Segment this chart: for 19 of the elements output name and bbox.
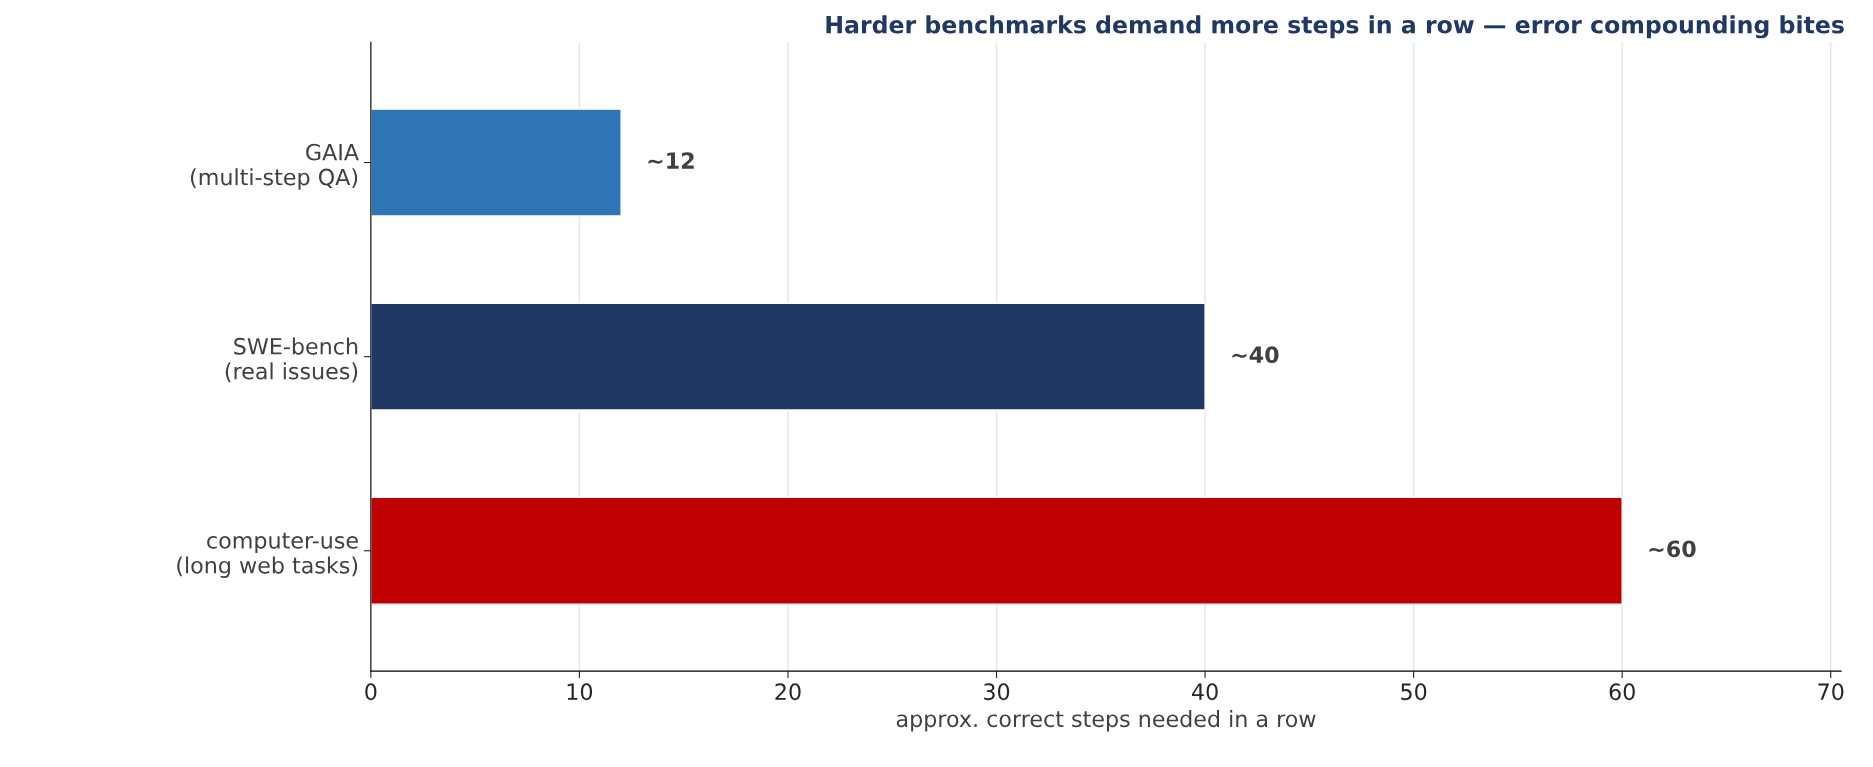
x-tick-label: 70 [1818, 683, 1844, 701]
y-tick-label: computer-use (long web tasks) [177, 532, 358, 578]
bar [370, 496, 1623, 605]
data-label: ~60 [1649, 540, 1696, 558]
x-tick-label: 20 [775, 683, 801, 701]
x-tick-label: 10 [567, 683, 593, 701]
bar [370, 302, 1206, 411]
bar [370, 108, 622, 217]
data-label: ~40 [1232, 346, 1279, 364]
x-axis-title: approx. correct steps needed in a row [896, 709, 1316, 732]
y-tick-label: SWE-bench (real issues) [225, 337, 358, 383]
x-tick-label: 50 [1401, 683, 1427, 701]
y-tick-label: GAIA (multi-step QA) [190, 143, 359, 190]
x-tick-label: 30 [984, 683, 1010, 701]
chart-title: Harder benchmarks demand more steps in a row — error compounding bites [826, 15, 1844, 39]
data-label: ~12 [648, 152, 694, 169]
x-tick-label: 40 [1192, 683, 1218, 701]
x-tick-label: 60 [1609, 683, 1635, 701]
x-tick-label: 0 [365, 683, 377, 701]
